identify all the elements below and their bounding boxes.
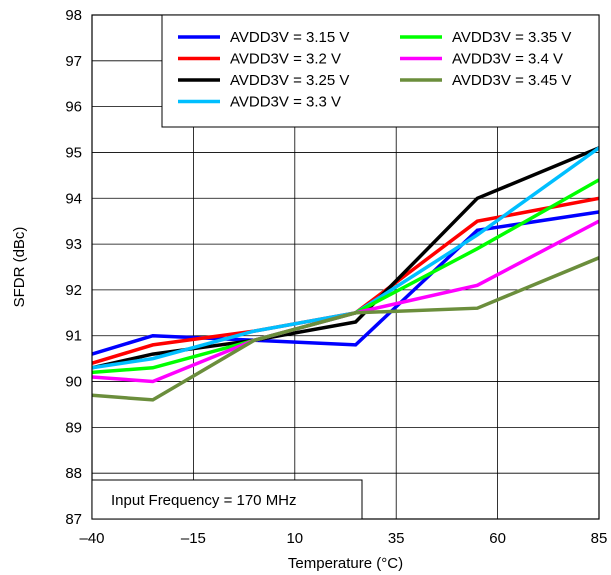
y-tick-label: 96 [65, 99, 82, 116]
y-axis-title: SFDR (dBc) [11, 227, 28, 308]
x-tick-label: –15 [181, 530, 206, 547]
y-tick-label: 93 [65, 236, 82, 253]
annotation-box: Input Frequency = 170 MHz [92, 480, 362, 519]
x-tick-label: 35 [388, 530, 405, 547]
legend-label-3: AVDD3V = 3.25 V [230, 72, 349, 89]
y-tick-label: 98 [65, 7, 82, 24]
y-tick-label: 87 [65, 511, 82, 528]
x-tick-label: 85 [591, 530, 608, 547]
y-tick-label: 90 [65, 374, 82, 391]
annotation-text: Input Frequency = 170 MHz [111, 492, 297, 509]
x-tick-label: 60 [489, 530, 506, 547]
y-tick-label: 94 [65, 190, 82, 207]
x-tick-label: 10 [286, 530, 303, 547]
legend-label-6: AVDD3V = 3.4 V [452, 51, 563, 68]
x-axis-title: Temperature (°C) [288, 555, 403, 572]
y-tick-label: 91 [65, 328, 82, 345]
legend-label-1: AVDD3V = 3.15 V [230, 29, 349, 46]
legend-label-5: AVDD3V = 3.35 V [452, 29, 571, 46]
legend: AVDD3V = 3.15 V AVDD3V = 3.2 V AVDD3V = 3.… [162, 15, 599, 127]
y-tick-label: 92 [65, 282, 82, 299]
y-tick-label: 97 [65, 53, 82, 70]
legend-label-2: AVDD3V = 3.2 V [230, 51, 341, 68]
x-tick-label: –40 [79, 530, 104, 547]
y-tick-label: 88 [65, 465, 82, 482]
legend-label-7: AVDD3V = 3.45 V [452, 72, 571, 89]
legend-label-4: AVDD3V = 3.3 V [230, 94, 341, 111]
y-tick-label: 89 [65, 419, 82, 436]
y-tick-label: 95 [65, 144, 82, 161]
